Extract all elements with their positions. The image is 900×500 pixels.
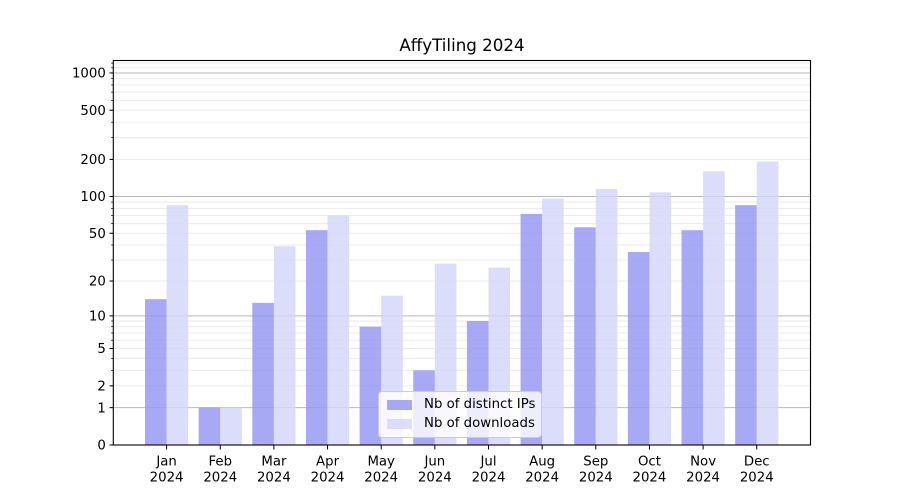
y-tick-label-1000: 1000 — [72, 67, 106, 82]
y-tick-label-100: 100 — [80, 190, 105, 205]
x-tick-year-may: 2024 — [364, 471, 398, 486]
bar-nov-distinct-ips — [681, 230, 704, 445]
legend-swatch-downloads — [387, 419, 412, 429]
x-tick-label-jan: Jan — [155, 455, 177, 470]
y-tick-label-200: 200 — [80, 153, 105, 168]
x-tick-year-nov: 2024 — [686, 471, 720, 486]
x-tick-year-mar: 2024 — [257, 471, 291, 486]
bar-sep-distinct-ips — [574, 227, 596, 445]
chart-title: AffyTiling 2024 — [399, 35, 524, 55]
y-tick-label-5: 5 — [97, 342, 105, 357]
x-tick-year-oct: 2024 — [633, 471, 667, 486]
y-tick-label-20: 20 — [89, 275, 106, 290]
x-tick-label-mar: Mar — [261, 455, 287, 470]
bar-apr-distinct-ips — [305, 230, 328, 445]
bar-apr-downloads — [327, 215, 350, 445]
bar-aug-distinct-ips — [520, 213, 543, 445]
x-tick-year-jul: 2024 — [472, 471, 506, 486]
x-tick-label-jul: Jul — [479, 455, 496, 470]
legend-label-downloads: Nb of downloads — [424, 416, 535, 431]
x-tick-label-sep: Sep — [583, 455, 608, 470]
axis-ticks-and-labels: 01251020501002005001000Jan2024Feb2024Mar… — [72, 62, 774, 486]
bar-may-distinct-ips — [359, 326, 382, 445]
bar-dec-downloads — [756, 161, 779, 446]
x-tick-label-nov: Nov — [690, 455, 716, 470]
legend-item-downloads: Nb of downloads — [387, 416, 535, 431]
y-tick-label-10: 10 — [89, 309, 106, 324]
minor-gridlines — [113, 62, 811, 387]
x-tick-label-jun: Jun — [423, 455, 445, 470]
bar-nov-downloads — [703, 171, 725, 446]
x-tick-label-dec: Dec — [744, 455, 770, 470]
x-tick-year-feb: 2024 — [203, 471, 237, 486]
y-tick-label-500: 500 — [80, 104, 105, 119]
bar-dec-distinct-ips — [735, 205, 757, 445]
x-tick-year-dec: 2024 — [740, 471, 774, 486]
x-tick-year-aug: 2024 — [525, 471, 559, 486]
x-tick-year-jun: 2024 — [418, 471, 452, 486]
y-tick-label-0: 0 — [97, 439, 105, 454]
legend: Nb of distinct IPs Nb of downloads — [378, 391, 542, 438]
bar-oct-distinct-ips — [627, 252, 650, 445]
legend-item-distinct-ips: Nb of distinct IPs — [387, 397, 536, 412]
y-tick-label-1: 1 — [97, 401, 105, 416]
legend-swatch-distinct-ips — [387, 400, 412, 410]
bar-mar-distinct-ips — [252, 302, 274, 445]
x-tick-year-sep: 2024 — [579, 471, 613, 486]
bar-feb-downloads — [220, 407, 242, 445]
bar-jan-distinct-ips — [145, 299, 167, 445]
x-tick-label-aug: Aug — [529, 455, 555, 470]
x-tick-label-feb: Feb — [208, 455, 232, 470]
bar-jan-downloads — [166, 205, 189, 445]
legend-label-distinct-ips: Nb of distinct IPs — [424, 397, 536, 412]
bar-oct-downloads — [649, 192, 672, 445]
x-tick-label-may: May — [367, 455, 395, 470]
bar-feb-distinct-ips — [198, 407, 221, 445]
x-tick-label-oct: Oct — [638, 455, 661, 470]
bar-aug-downloads — [542, 198, 564, 445]
y-tick-label-50: 50 — [89, 227, 106, 242]
x-tick-year-jan: 2024 — [150, 471, 184, 486]
bar-sep-downloads — [595, 189, 618, 445]
bar-mar-downloads — [273, 246, 296, 445]
y-tick-label-2: 2 — [97, 379, 105, 394]
x-tick-label-apr: Apr — [316, 455, 340, 470]
plot-border — [112, 59, 812, 446]
x-tick-year-apr: 2024 — [311, 471, 345, 486]
